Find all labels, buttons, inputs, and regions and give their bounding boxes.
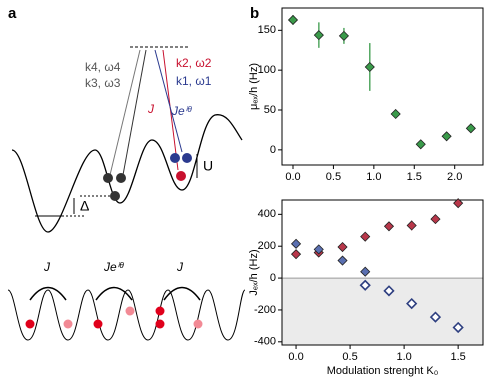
point	[383, 285, 395, 297]
atom	[25, 319, 35, 329]
point	[452, 321, 464, 334]
y-tick-label: 50	[264, 104, 276, 116]
point	[415, 139, 426, 150]
y-tick-label: 0	[270, 272, 276, 284]
y-tick-label: 150	[258, 24, 276, 36]
y-axis-label: Jₑₓ/h (Hz)	[248, 249, 260, 295]
x-tick-label: 0.0	[288, 351, 303, 363]
beam	[122, 49, 147, 176]
beam	[154, 49, 183, 153]
point	[290, 238, 302, 249]
y-tick-label: 400	[258, 208, 276, 220]
axes-frame	[281, 7, 484, 166]
negative-region	[282, 278, 483, 345]
atom	[193, 319, 203, 329]
y-tick-label: 200	[258, 240, 276, 252]
x-tick-label: 1.5	[450, 351, 465, 363]
panel-a: a Δ U k4, ω4 k3, ω3 k2, ω2 k1, ω1 J Jeⁱᶿ…	[7, 5, 246, 341]
point	[453, 198, 464, 209]
x-axis-label: Modulation strenght K₀	[327, 365, 439, 377]
point	[406, 220, 417, 231]
delta: Δ	[80, 198, 89, 214]
y-tick-label: 0	[270, 144, 276, 156]
point	[441, 131, 452, 142]
x-tick-label: 0.5	[326, 171, 341, 183]
x-tick-label: 0.0	[285, 171, 300, 183]
hop-arrow	[29, 286, 67, 301]
point	[359, 279, 371, 291]
atom	[170, 153, 180, 163]
x-tick-label: 0.5	[342, 351, 357, 363]
x-tick-label: 1.5	[407, 171, 422, 183]
point	[360, 266, 371, 277]
x-tick-label: 2.0	[447, 171, 462, 183]
atom	[93, 319, 103, 329]
k1-label: k1, ω1	[176, 74, 212, 88]
y-tick-label: -400	[254, 336, 276, 348]
point	[290, 249, 302, 260]
hop-arrow	[163, 286, 201, 301]
lattice	[7, 289, 246, 341]
hop-arrow	[95, 286, 133, 301]
point	[337, 255, 348, 266]
axes-frame	[281, 199, 484, 346]
k4-label: k4, ω4	[85, 60, 121, 74]
atom	[155, 319, 165, 329]
panel-b: 0.0 0.5 1.0 1.5 2.0 0 50 100 150 μₑₓ/h (Hz) 0.0 0.5…	[248, 7, 484, 377]
k2-label: k2, ω2	[176, 56, 212, 70]
beam	[109, 49, 141, 176]
atom	[116, 173, 126, 183]
potential	[11, 114, 243, 233]
panel-label: a	[8, 5, 17, 22]
x-tick-label: 1.0	[366, 171, 381, 183]
y-axis-label: μₑₓ/h (Hz)	[248, 63, 260, 110]
hop-label: J	[176, 260, 184, 274]
point	[465, 123, 476, 134]
y-tick-label: 100	[258, 64, 276, 76]
point	[364, 61, 375, 73]
j-red: J	[147, 102, 155, 116]
x-tick-label: 1.0	[396, 351, 411, 363]
y-tick-label: -200	[254, 304, 276, 316]
point	[429, 311, 442, 323]
point	[287, 14, 299, 26]
point	[430, 214, 441, 225]
atom	[125, 306, 135, 316]
hop-label: Jeⁱᶿ	[103, 260, 124, 274]
point	[383, 221, 395, 232]
point	[313, 30, 324, 41]
atom	[110, 191, 120, 201]
k3-label: k3, ω3	[85, 76, 121, 90]
atom	[63, 319, 73, 329]
atom	[155, 306, 165, 316]
j-blue: Jeⁱᶿ	[171, 104, 192, 118]
u: U	[203, 158, 213, 174]
hop-label: J	[43, 260, 51, 274]
atom	[182, 153, 192, 163]
point	[313, 244, 324, 255]
atom	[176, 171, 186, 181]
atom	[103, 173, 113, 183]
point	[360, 231, 371, 242]
point	[390, 108, 401, 120]
point	[337, 241, 348, 253]
point	[406, 297, 418, 310]
panel-label: b	[250, 5, 259, 22]
point	[338, 30, 349, 41]
